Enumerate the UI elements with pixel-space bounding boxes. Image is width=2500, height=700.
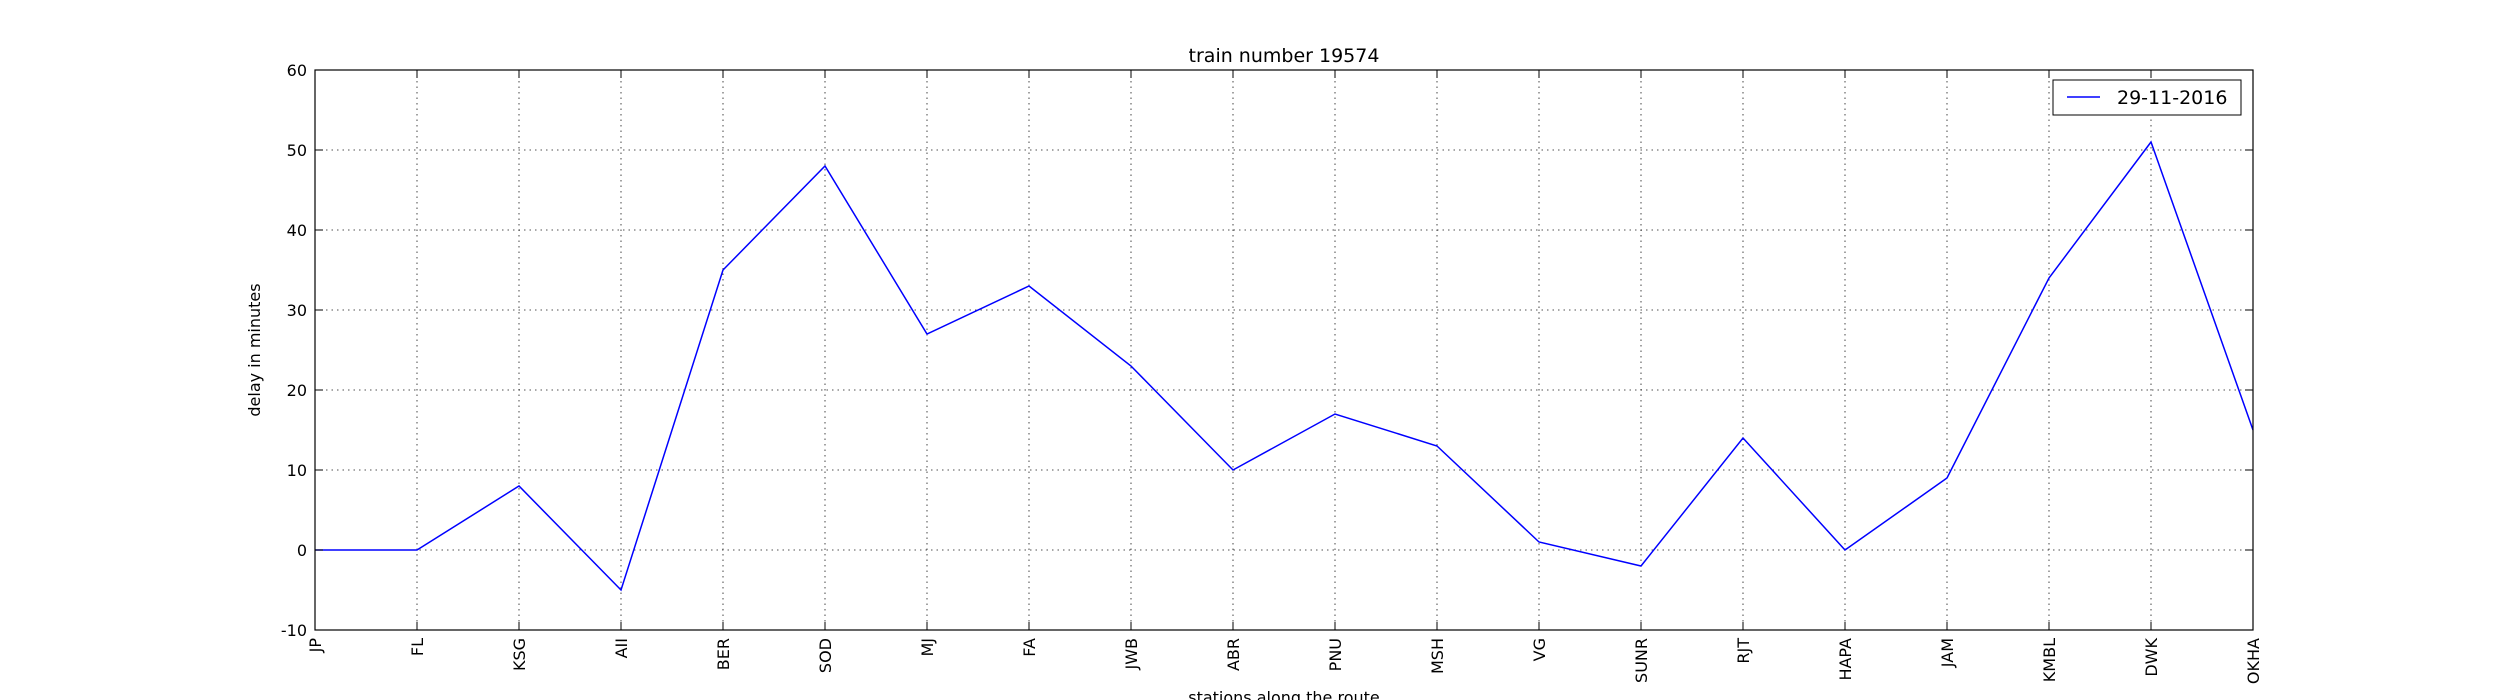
x-tick-label: BER	[714, 638, 733, 670]
y-tick-label: 0	[297, 541, 307, 560]
legend: 29-11-2016	[2052, 79, 2242, 116]
y-tick-label: 60	[287, 61, 307, 80]
x-tick-label: SOD	[816, 638, 835, 673]
y-tick-label: 50	[287, 141, 307, 160]
x-tick-label: FL	[408, 638, 427, 656]
x-tick-label: AII	[612, 638, 631, 658]
x-tick-label: KMBL	[2040, 638, 2059, 682]
x-tick-label: OKHA	[2244, 638, 2263, 684]
x-tick-label: VG	[1530, 638, 1549, 661]
y-tick-label: -10	[281, 621, 307, 640]
x-tick-label: MSH	[1428, 638, 1447, 674]
x-tick-label: RJT	[1734, 638, 1753, 664]
x-tick-label: SUNR	[1632, 638, 1651, 683]
y-tick-label: 10	[287, 461, 307, 480]
x-tick-label: JP	[306, 638, 325, 654]
y-axis: -10 0 10 20 30 40 50 60	[281, 61, 2253, 640]
x-tick-label: ABR	[1224, 638, 1243, 671]
y-axis-label: delay in minutes	[245, 283, 264, 416]
legend-entry-label: 29-11-2016	[2117, 87, 2227, 109]
x-tick-label: DWK	[2142, 638, 2161, 677]
y-tick-label: 20	[287, 381, 307, 400]
y-tick-label: 40	[287, 221, 307, 240]
x-tick-label: PNU	[1326, 638, 1345, 671]
y-tick-label: 30	[287, 301, 307, 320]
x-tick-label: KSG	[510, 638, 529, 671]
x-tick-label: MJ	[918, 638, 937, 657]
grid-lines	[315, 70, 2253, 630]
chart-title: train number 19574	[1189, 45, 1380, 67]
plot-frame	[314, 69, 2254, 631]
x-axis-label: stations along the route	[1188, 688, 1380, 700]
series-line	[315, 140, 2254, 592]
series-layer	[315, 140, 2254, 592]
x-tick-label: FA	[1020, 638, 1039, 657]
x-tick-label: JWB	[1122, 638, 1141, 671]
x-axis: JP FL KSG AII BER SOD MJ FA JWB ABR PNU MSH VG SUNR RJ…	[306, 70, 2263, 684]
x-tick-label: HAPA	[1836, 638, 1855, 681]
x-tick-label: JAM	[1938, 638, 1957, 668]
